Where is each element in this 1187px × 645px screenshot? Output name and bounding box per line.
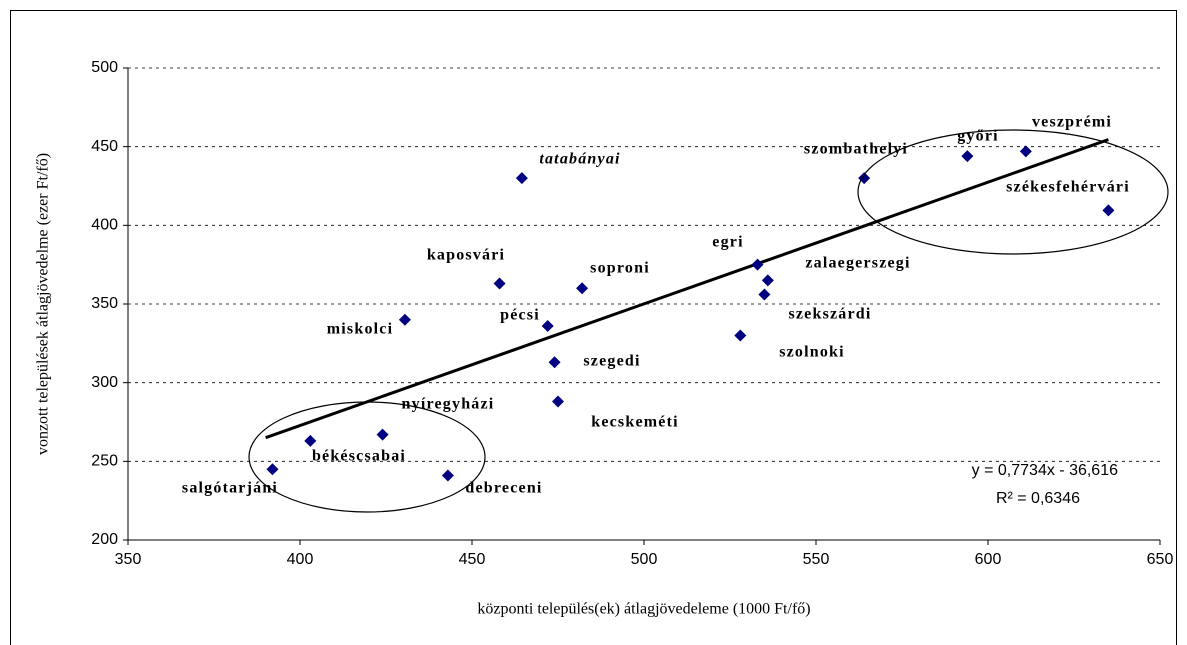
point [1102,204,1115,217]
point [761,274,774,287]
cluster-ellipse [857,129,1169,255]
point [515,172,528,185]
point [758,288,771,301]
point-label: tatabányai [539,151,620,168]
point [441,469,454,482]
trend-equation: y = 0,7734x - 36,616 [972,462,1118,479]
point [734,329,747,342]
point [398,313,411,326]
x-tick-label: 500 [631,551,658,568]
y-tick-label: 200 [91,531,118,548]
y-axis-title: vonzott települések átlagjövedelme (ezer… [35,153,52,455]
point-label: székesfehérvári [1006,179,1130,196]
point-label: veszprémi [1032,114,1112,131]
y-tick-label: 300 [91,374,118,391]
point [961,150,974,163]
x-tick-label: 450 [459,551,486,568]
point [751,258,764,271]
cluster-ellipse [248,401,486,513]
point-label: szolnoki [779,344,845,361]
point-label: debreceni [465,480,542,497]
point-label: kecskeméti [591,414,679,431]
point-label: békéscsabai [312,448,406,465]
point [493,277,506,290]
point-label: salgótarjáni [182,480,278,497]
point-label: egri [712,234,743,251]
point-label: nyíregyházi [402,396,495,413]
point [548,356,561,369]
point-label: szombathelyi [804,141,908,158]
point-label: győri [957,128,999,145]
x-tick-label: 650 [1147,551,1174,568]
point [858,172,871,185]
trendline [265,138,1109,440]
point-label: miskolci [327,321,394,338]
point-label: pécsi [500,307,540,324]
point [1019,145,1032,158]
point [576,282,589,295]
y-tick-label: 450 [91,138,118,155]
point-label: szegedi [583,353,640,370]
point [376,428,389,441]
x-tick-label: 350 [115,551,142,568]
y-tick-label: 250 [91,453,118,470]
chart-frame [10,10,1177,645]
point [304,434,317,447]
point [266,463,279,476]
point [541,320,554,333]
point-label: soproni [590,260,650,277]
point-label: kaposvári [427,247,505,264]
point [552,395,564,408]
y-tick-label: 350 [91,295,118,312]
trend-r2: R² = 0,6346 [996,490,1080,507]
y-tick-label: 400 [91,217,118,234]
point-label: zalaegerszegi [805,255,910,272]
x-axis-title: központi település(ek) átlagjövedeleme (… [477,601,810,618]
x-tick-label: 600 [975,551,1002,568]
plot-area: 200 250 300 350 400 450 500 350 400 450 500 550 600 6… [91,59,1173,568]
x-tick-label: 400 [287,551,314,568]
x-tick-label: 550 [803,551,830,568]
y-tick-label: 500 [91,59,118,76]
point-label: szekszárdi [788,306,871,323]
